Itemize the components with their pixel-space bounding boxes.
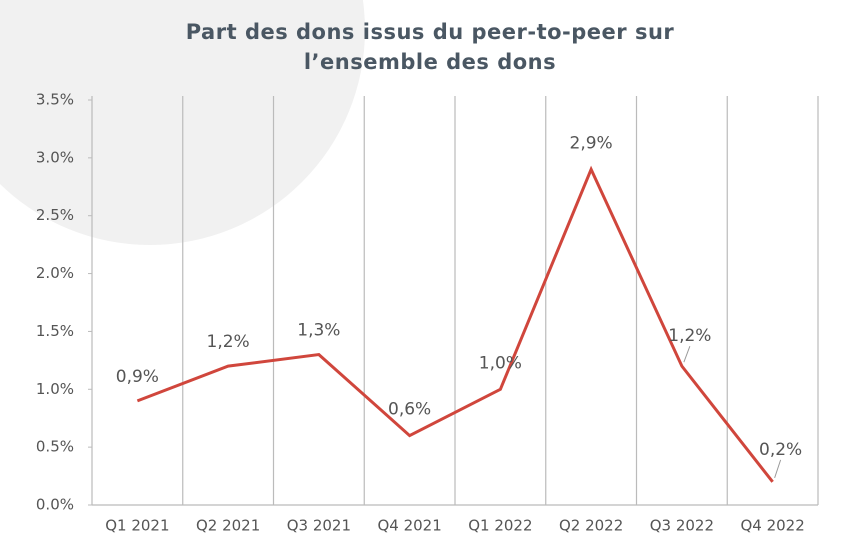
y-tick-label: 0.0%: [36, 496, 74, 514]
data-label: 1,3%: [297, 321, 340, 341]
data-label: 1,0%: [479, 353, 522, 373]
y-tick-label: 3.5%: [36, 91, 74, 109]
x-tick-label: Q4 2021: [377, 517, 441, 535]
y-tick-label: 2.0%: [36, 264, 74, 282]
data-label: 1,2%: [668, 326, 711, 346]
line: [136, 165, 774, 483]
x-tick-label: Q2 2021: [196, 517, 260, 535]
data-label: 2,9%: [570, 133, 613, 153]
data-label: 1,2%: [207, 332, 250, 352]
y-tick-label: 1.5%: [36, 322, 74, 340]
chart-title: Part des dons issus du peer-to-peer sur: [186, 20, 675, 44]
x-tick-label: Q1 2021: [105, 517, 169, 535]
x-tick-label: Q2 2022: [559, 517, 623, 535]
y-tick-label: 1.0%: [36, 380, 74, 398]
leader-line: [683, 345, 691, 363]
x-tick-label: Q3 2021: [287, 517, 351, 535]
y-tick-label: 3.0%: [36, 148, 74, 166]
y-tick-label: 2.5%: [36, 206, 74, 224]
data-label: 0,6%: [388, 400, 431, 420]
chart-title: l’ensemble des dons: [304, 50, 556, 74]
x-tick-label: Q3 2022: [650, 517, 714, 535]
leader-line: [774, 459, 782, 479]
x-tick-label: Q4 2022: [740, 517, 804, 535]
x-tick-label: Q1 2022: [468, 517, 532, 535]
y-tick-label: 0.5%: [36, 438, 74, 456]
data-label: 0,2%: [759, 440, 802, 460]
data-label: 0,9%: [116, 367, 159, 387]
